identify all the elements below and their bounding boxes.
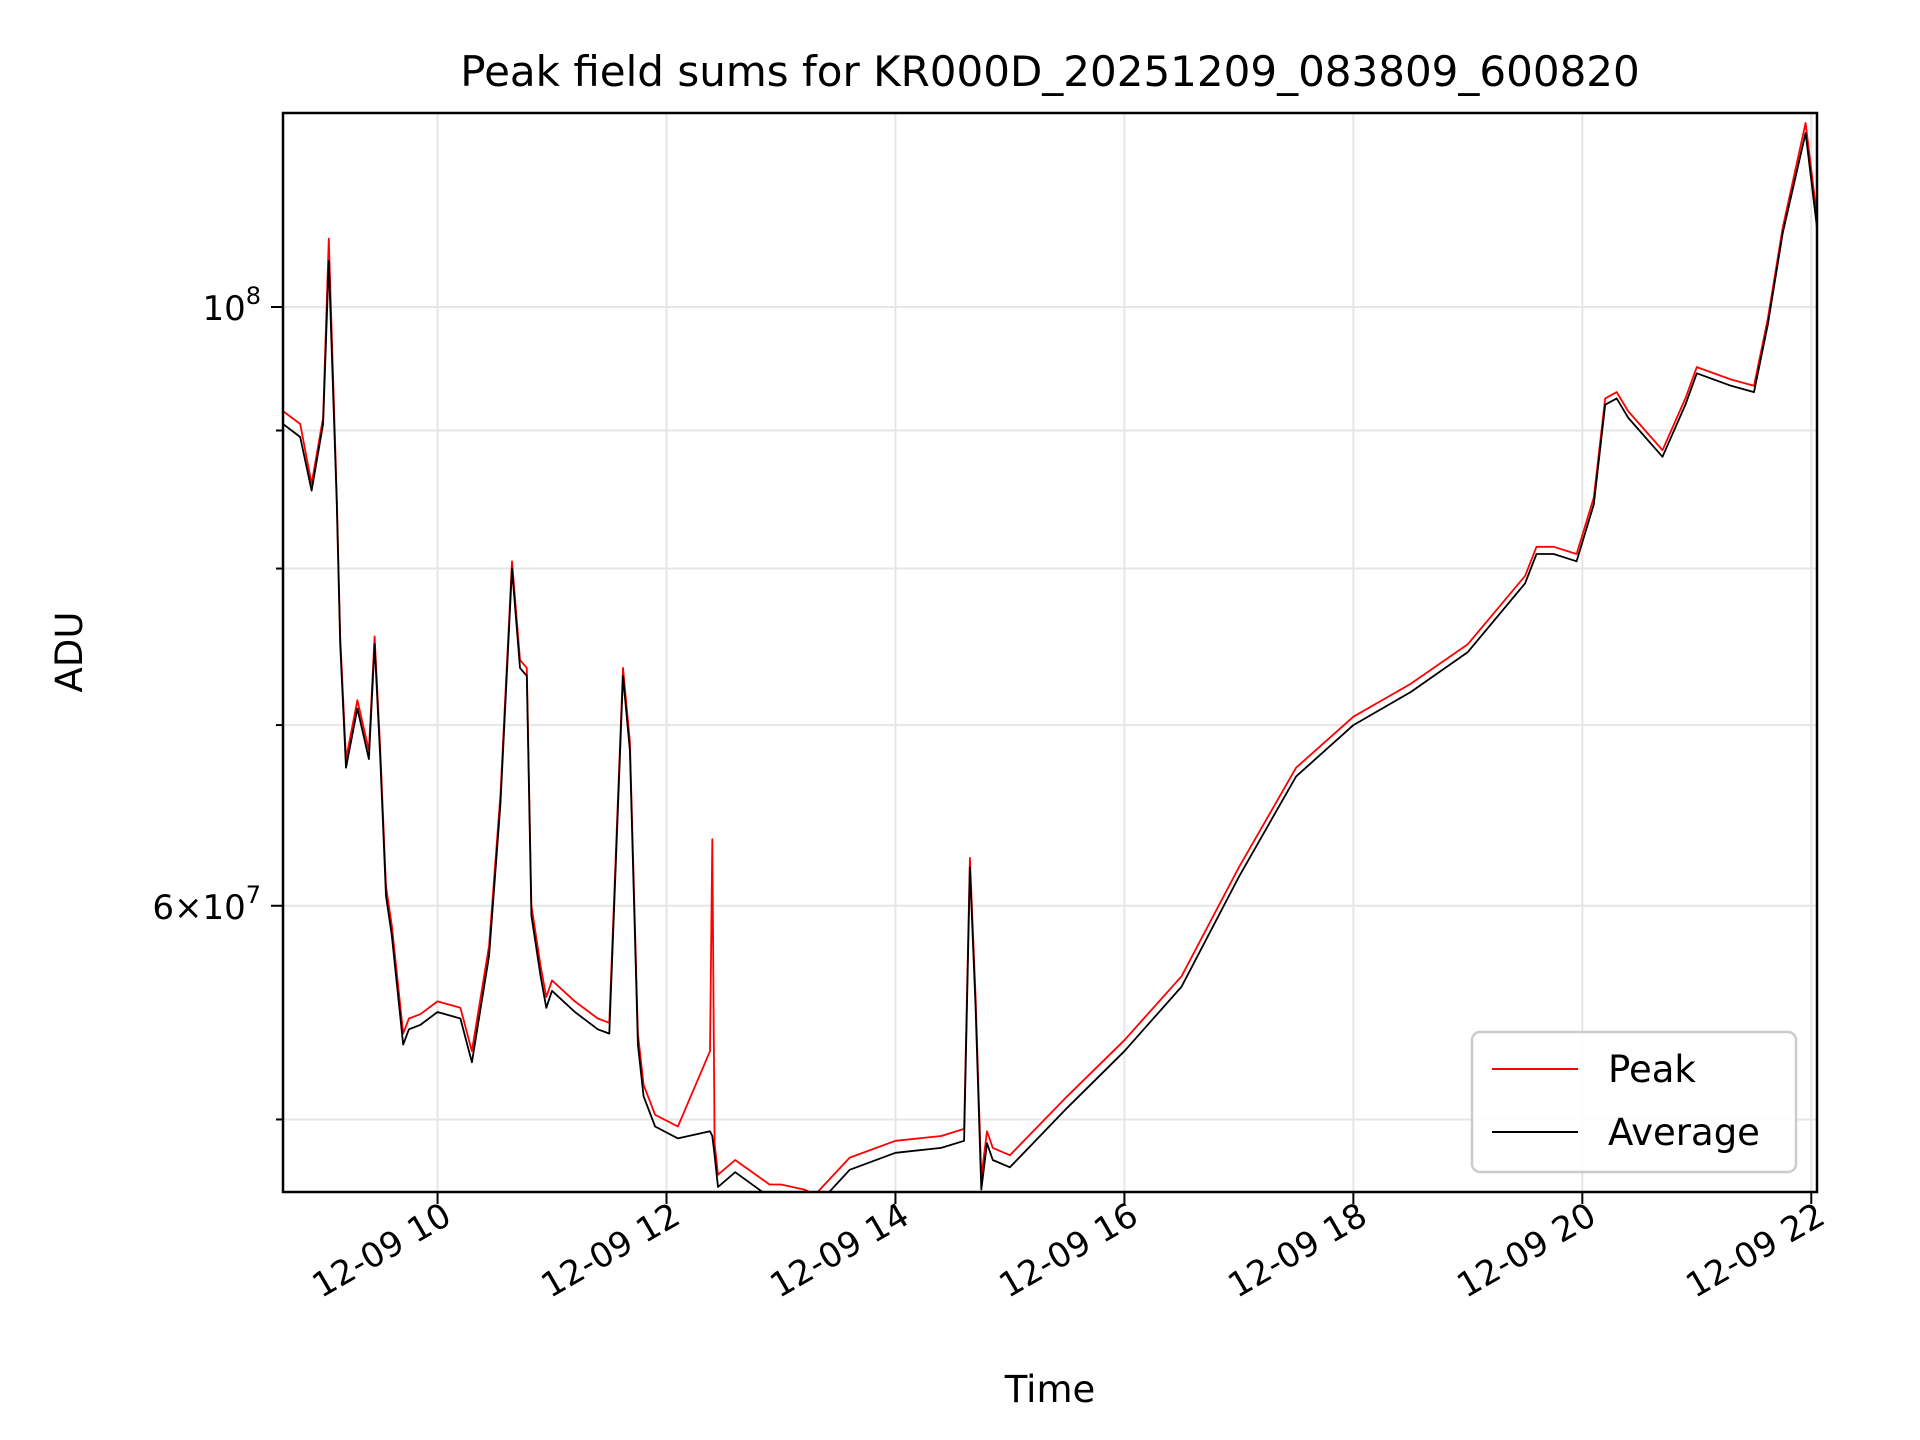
grid [283,113,1817,1192]
plot-frame [281,111,1819,1194]
legend-label-peak: Peak [1608,1048,1696,1091]
chart-title: Peak field sums for KR000D_20251209_0838… [460,47,1639,96]
legend-label-average: Average [1608,1111,1760,1154]
y-tick-label: 108 [202,282,261,329]
legend-box [1470,1030,1798,1174]
series-line-peak [283,122,1817,1192]
legend: Peak Average [1470,1030,1798,1174]
x-axis-label: Time [1004,1368,1096,1411]
y-tick-label: 6×107 [152,881,261,928]
y-axis-label: ADU [48,612,91,693]
y-axis: 6×107 108 [152,282,283,1121]
series-line-average [283,132,1817,1192]
series-layer [283,122,1817,1192]
